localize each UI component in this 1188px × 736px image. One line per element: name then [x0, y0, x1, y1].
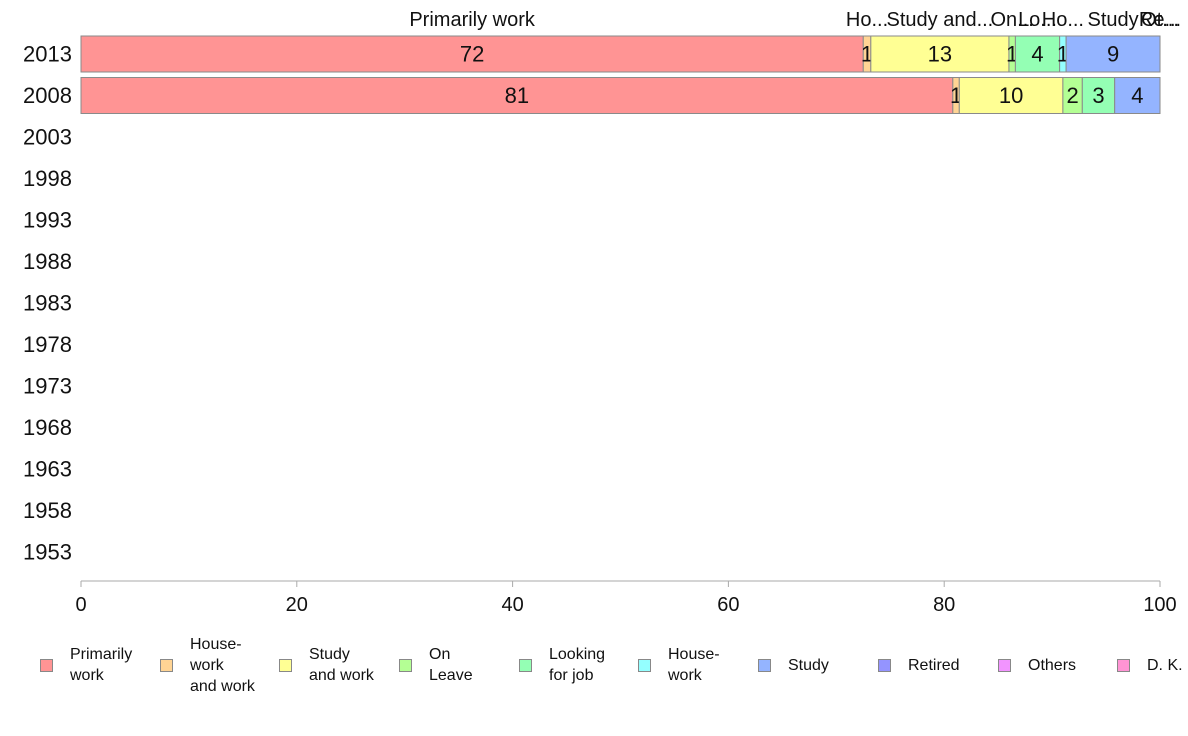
- year-label: 1953: [23, 540, 72, 565]
- series-top-label: Ho...: [846, 9, 888, 31]
- series-top-label: Re...: [1139, 9, 1181, 31]
- bar-segment: [80, 77, 954, 114]
- year-label: 2008: [23, 83, 72, 108]
- x-tick-label: 40: [501, 594, 523, 616]
- legend-label: Study: [788, 656, 829, 674]
- bar-segment: [958, 77, 1064, 114]
- chart-legend: Primarily work House- work and work Study …: [0, 630, 1188, 710]
- series-top-label: Primarily work: [409, 9, 536, 31]
- bar-segment: [80, 35, 864, 73]
- x-tick-label: 20: [286, 594, 308, 616]
- bar-segment: [1114, 77, 1161, 114]
- legend-label: Study and work: [309, 646, 374, 684]
- year-label: 2003: [23, 125, 72, 150]
- data-label: 2: [1066, 83, 1078, 108]
- legend-swatch: [519, 658, 532, 672]
- series-top-label: Ho...: [1042, 9, 1084, 31]
- x-tick-label: 0: [75, 594, 86, 616]
- series-top-label: On...: [990, 9, 1033, 31]
- legend-label: D. K.: [1147, 656, 1183, 674]
- year-label: 1988: [23, 249, 72, 274]
- bar-segment: [1065, 35, 1161, 73]
- year-label: 1998: [23, 166, 72, 191]
- legend-item: Study: [758, 630, 829, 700]
- data-label: 10: [999, 83, 1023, 108]
- data-label: 1: [861, 42, 873, 67]
- year-label: 1978: [23, 332, 72, 357]
- stacked-bar-chart: 2013200820031998199319881983197819731968…: [23, 9, 1181, 616]
- legend-item: Study and work: [279, 630, 374, 700]
- series-top-label: Lo...: [1018, 9, 1057, 31]
- legend-label: Primarily work: [70, 646, 133, 684]
- year-label: 2013: [23, 42, 72, 67]
- series-top-label: Study: [1087, 9, 1138, 31]
- legend-swatch: [638, 658, 651, 672]
- data-label: 4: [1031, 42, 1043, 67]
- year-label: 1963: [23, 457, 72, 482]
- legend-item: Primarily work: [40, 630, 132, 700]
- year-label: 1993: [23, 208, 72, 233]
- legend-label: Retired: [908, 656, 960, 674]
- data-label: 81: [505, 83, 529, 108]
- legend-swatch: [399, 658, 412, 672]
- legend-label: Others: [1028, 656, 1077, 674]
- x-tick-label: 60: [717, 594, 739, 616]
- x-tick-label: 100: [1143, 594, 1176, 616]
- legend-swatch: [758, 658, 771, 672]
- legend-item: D. K.: [1117, 630, 1183, 700]
- legend-label: House- work and work: [190, 635, 255, 695]
- legend-item: House- work: [638, 630, 720, 700]
- legend-swatch: [279, 658, 292, 672]
- legend-item: House- work and work: [160, 630, 255, 700]
- legend-label: On Leave: [429, 646, 473, 684]
- year-label: 1973: [23, 374, 72, 399]
- data-label: 4: [1131, 83, 1143, 108]
- series-top-label: Study and...: [887, 9, 994, 31]
- series-top-label: Ot...: [1141, 9, 1179, 31]
- year-label: 1958: [23, 498, 72, 523]
- x-tick-label: 80: [933, 594, 955, 616]
- data-label: 72: [460, 42, 484, 67]
- legend-label: Looking for job: [549, 646, 606, 684]
- data-label: 13: [928, 42, 952, 67]
- year-label: 1983: [23, 291, 72, 316]
- legend-swatch: [1117, 658, 1130, 672]
- legend-swatch: [998, 658, 1011, 672]
- data-label: 3: [1092, 83, 1104, 108]
- legend-item: Retired: [878, 630, 960, 700]
- legend-item: On Leave: [399, 630, 473, 700]
- legend-item: Looking for job: [519, 630, 605, 700]
- year-label: 1968: [23, 415, 72, 440]
- legend-item: Others: [998, 630, 1076, 700]
- legend-swatch: [878, 658, 891, 672]
- legend-swatch: [40, 658, 53, 672]
- bar-segment: [1014, 35, 1061, 73]
- legend-label: House- work: [668, 646, 720, 684]
- legend-swatch: [160, 658, 173, 672]
- data-label: 9: [1107, 42, 1119, 67]
